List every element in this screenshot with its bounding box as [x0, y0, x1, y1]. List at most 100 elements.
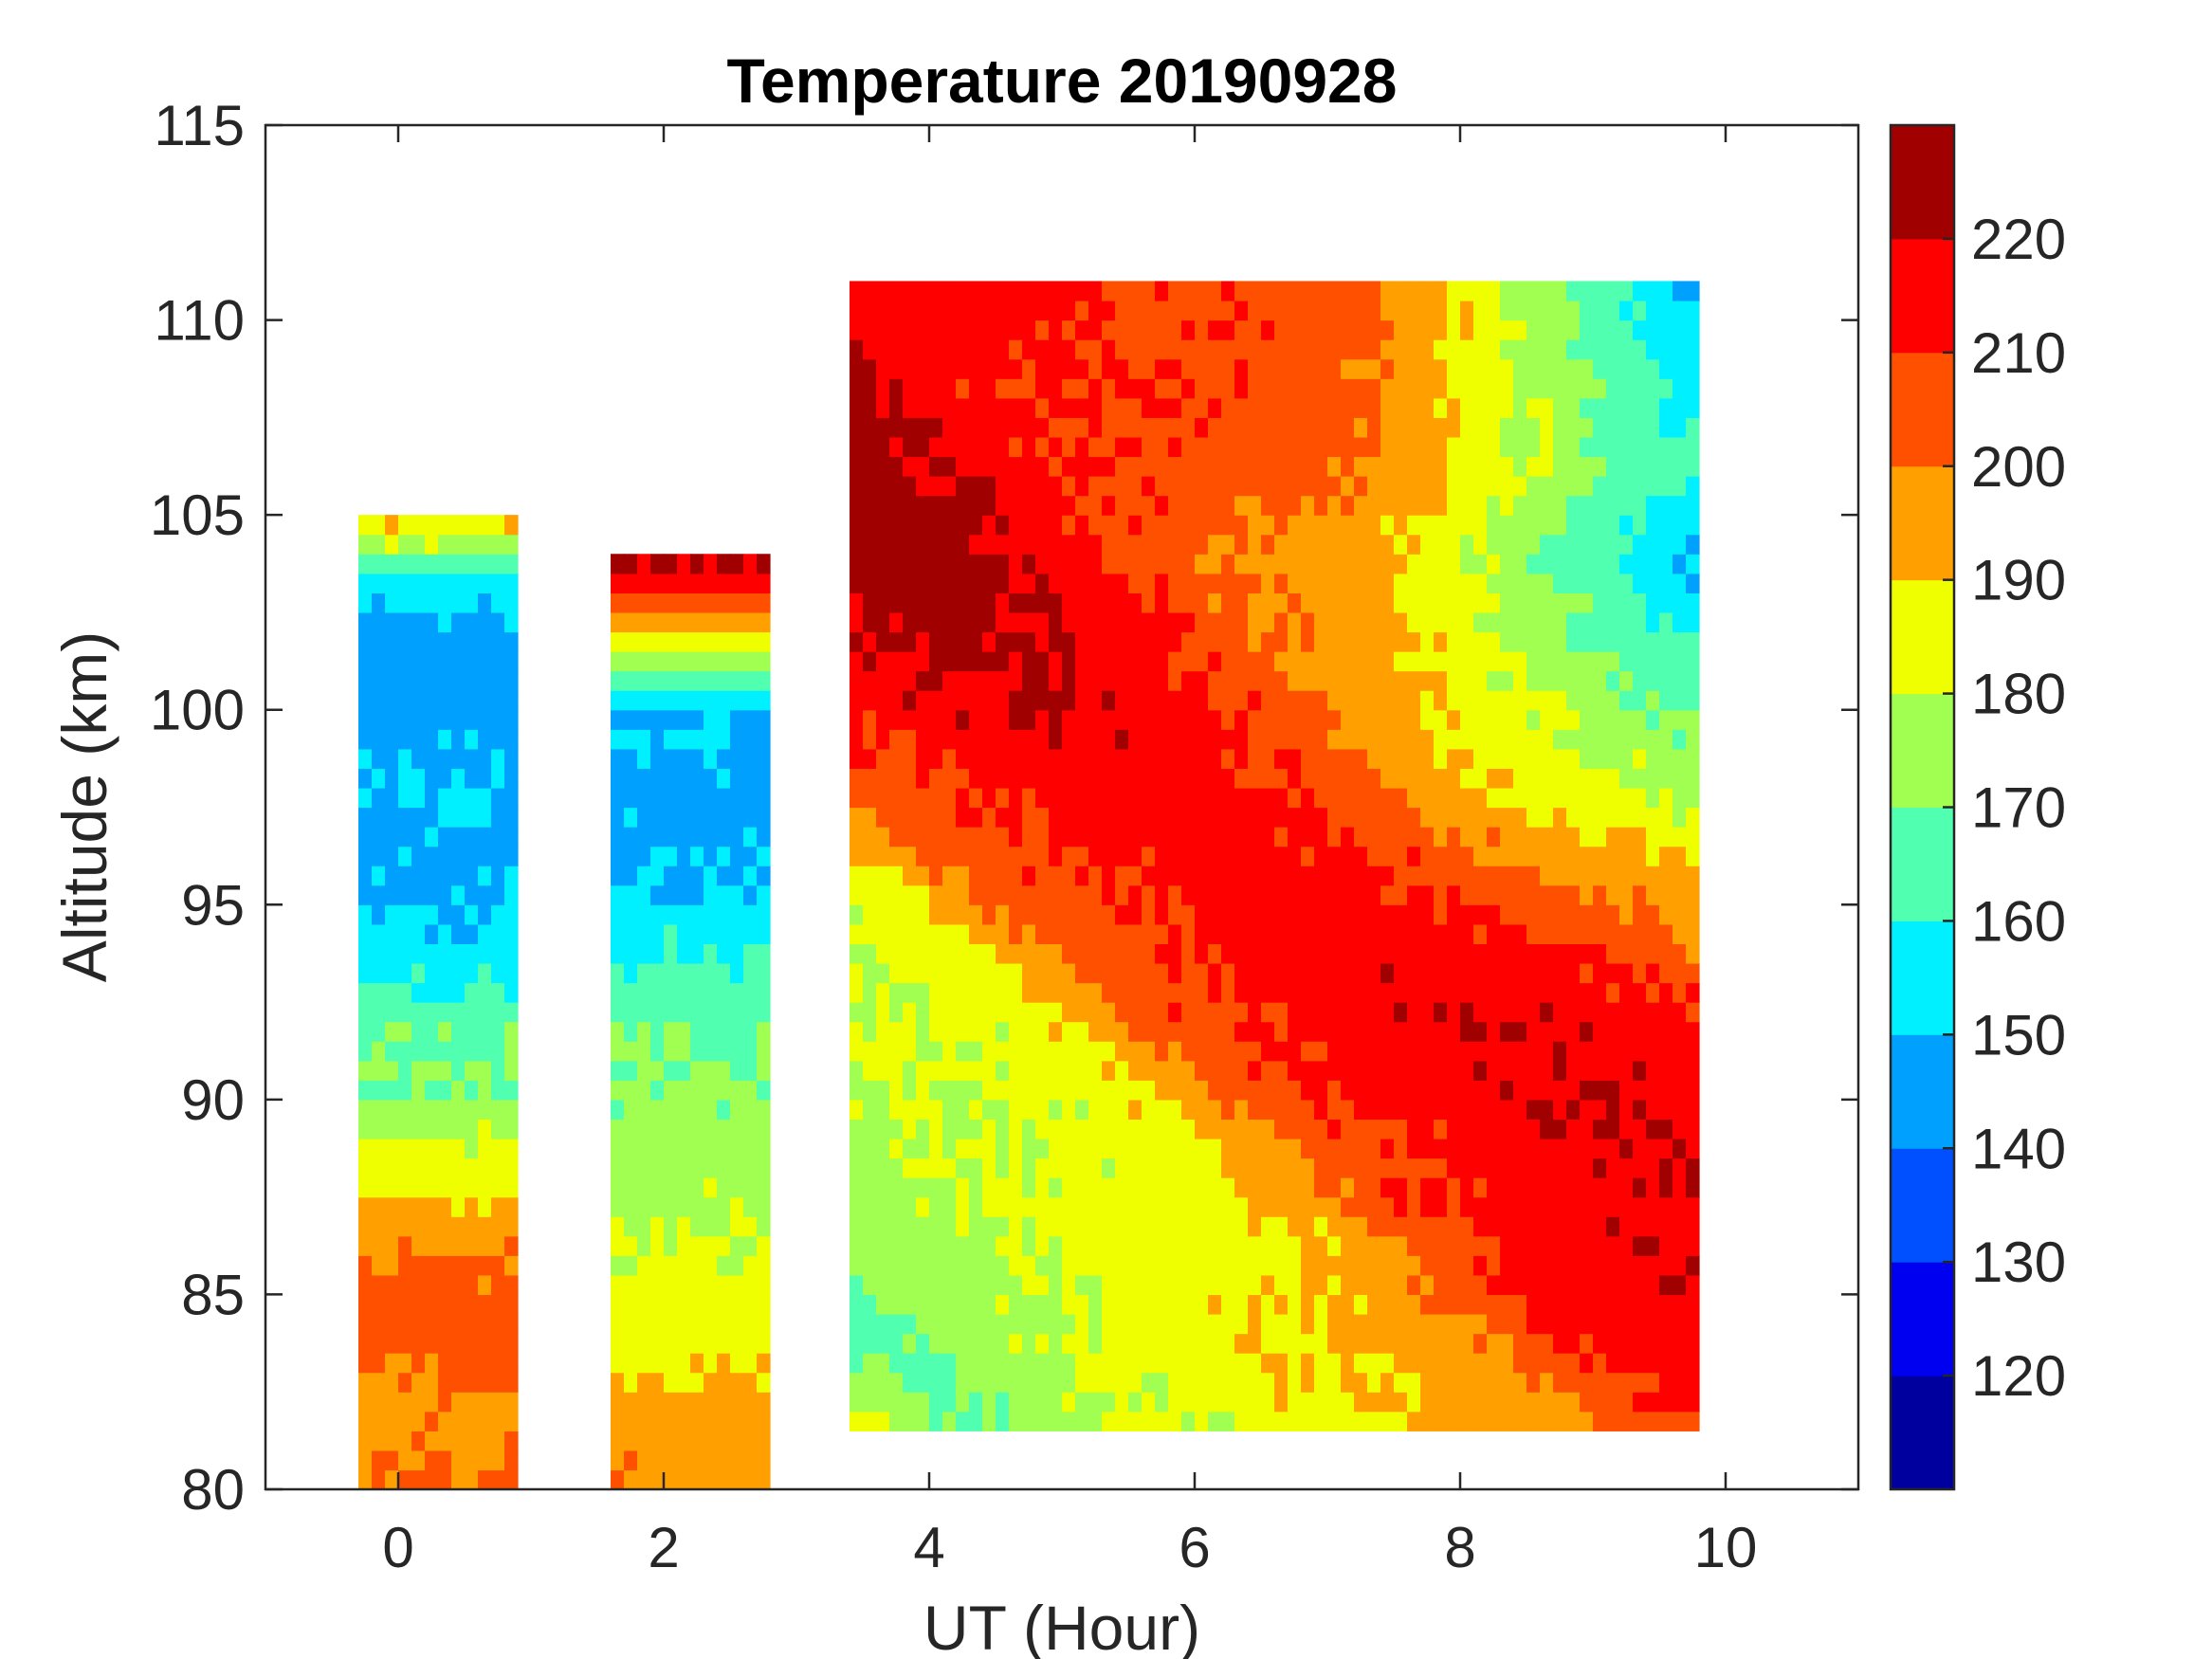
contour-cell	[1314, 827, 1328, 848]
contour-cell	[664, 846, 678, 866]
contour-cell	[1659, 1313, 1673, 1335]
contour-cell	[1513, 1099, 1527, 1121]
contour-cell	[425, 807, 439, 828]
contour-cell	[611, 1002, 625, 1023]
contour-cell	[1420, 1216, 1435, 1237]
contour-cell	[1221, 690, 1235, 711]
contour-cell	[1327, 1196, 1342, 1217]
contour-cell	[491, 1196, 505, 1217]
contour-cell	[1394, 1041, 1408, 1062]
contour-cell	[1447, 884, 1461, 905]
contour-cell	[1633, 476, 1647, 497]
contour-cell	[1128, 943, 1143, 964]
contour-cell	[1473, 651, 1488, 672]
contour-cell	[850, 1177, 864, 1198]
contour-cell	[1035, 534, 1050, 555]
contour-cell	[1380, 787, 1395, 809]
contour-cell	[982, 339, 996, 360]
contour-cell	[1646, 476, 1660, 497]
contour-cell	[942, 1274, 957, 1296]
contour-cell	[1566, 1392, 1581, 1413]
contour-cell	[1673, 631, 1687, 652]
contour-cell	[1367, 1060, 1381, 1081]
contour-cell	[1526, 1353, 1541, 1374]
contour-cell	[1234, 301, 1249, 321]
contour-cell	[850, 554, 864, 574]
contour-cell	[690, 1392, 704, 1413]
contour-cell	[398, 748, 412, 769]
contour-cell	[1566, 1255, 1581, 1276]
contour-cell	[982, 1060, 996, 1081]
contour-cell	[1633, 807, 1647, 828]
contour-cell	[1434, 1099, 1448, 1121]
contour-cell	[1380, 592, 1395, 613]
contour-cell	[624, 1041, 638, 1062]
contour-cell	[1686, 515, 1700, 536]
contour-cell	[372, 573, 386, 593]
contour-cell	[730, 982, 744, 1003]
contour-cell	[1195, 1372, 1209, 1393]
contour-cell	[1035, 573, 1050, 593]
contour-cell	[1088, 1119, 1103, 1139]
contour-cell	[385, 904, 399, 925]
contour-cell	[717, 827, 731, 848]
contour-cell	[1420, 592, 1435, 613]
contour-cell	[385, 1235, 399, 1256]
contour-cell	[1593, 1080, 1607, 1101]
contour-cell	[1500, 1099, 1514, 1121]
contour-cell	[1035, 1333, 1050, 1354]
contour-cell	[1367, 1353, 1381, 1374]
contour-cell	[1195, 670, 1209, 691]
contour-cell	[1221, 866, 1235, 886]
contour-cell	[969, 281, 983, 301]
contour-cell	[1221, 1196, 1235, 1217]
contour-cell	[1447, 962, 1461, 984]
contour-cell	[876, 1372, 890, 1393]
contour-cell	[1593, 1099, 1607, 1121]
contour-cell	[1088, 456, 1103, 477]
contour-cell	[1659, 1274, 1673, 1296]
contour-cell	[398, 1099, 412, 1121]
contour-cell	[942, 827, 957, 848]
contour-cell	[1301, 943, 1315, 964]
contour-cell	[372, 1099, 386, 1121]
contour-cell	[863, 943, 877, 964]
contour-cell	[1487, 1216, 1501, 1237]
contour-cell	[1327, 651, 1342, 672]
contour-cell	[1142, 1235, 1156, 1256]
contour-cell	[1035, 456, 1050, 477]
contour-cell	[1447, 1119, 1461, 1139]
contour-cell	[1646, 1158, 1660, 1178]
contour-cell	[1022, 846, 1036, 866]
contour-cell	[1659, 1372, 1673, 1393]
contour-cell	[398, 1449, 412, 1471]
contour-cell	[611, 846, 625, 866]
contour-cell	[1075, 787, 1089, 809]
contour-cell	[1447, 1411, 1461, 1431]
contour-cell	[1221, 281, 1235, 301]
contour-cell	[1181, 495, 1196, 516]
contour-cell	[1327, 807, 1342, 828]
contour-cell	[1673, 1392, 1687, 1413]
contour-cell	[1434, 807, 1448, 828]
contour-cell	[398, 1158, 412, 1178]
contour-cell	[1407, 339, 1421, 360]
contour-cell	[1301, 1313, 1315, 1335]
contour-cell	[1633, 417, 1647, 438]
contour-cell	[1261, 1021, 1275, 1042]
contour-cell	[1314, 690, 1328, 711]
contour-cell	[757, 1313, 771, 1335]
contour-cell	[717, 1060, 731, 1081]
contour-cell	[677, 1158, 691, 1178]
contour-cell	[1407, 748, 1421, 769]
contour-cell	[1606, 923, 1620, 944]
contour-cell	[1526, 436, 1541, 458]
contour-cell	[757, 1449, 771, 1471]
contour-cell	[1035, 729, 1050, 750]
contour-cell	[1673, 1196, 1687, 1217]
contour-cell	[730, 1177, 744, 1198]
contour-cell	[425, 1235, 439, 1256]
contour-cell	[491, 884, 505, 905]
contour-cell	[1580, 884, 1594, 905]
contour-cell	[1487, 670, 1501, 691]
